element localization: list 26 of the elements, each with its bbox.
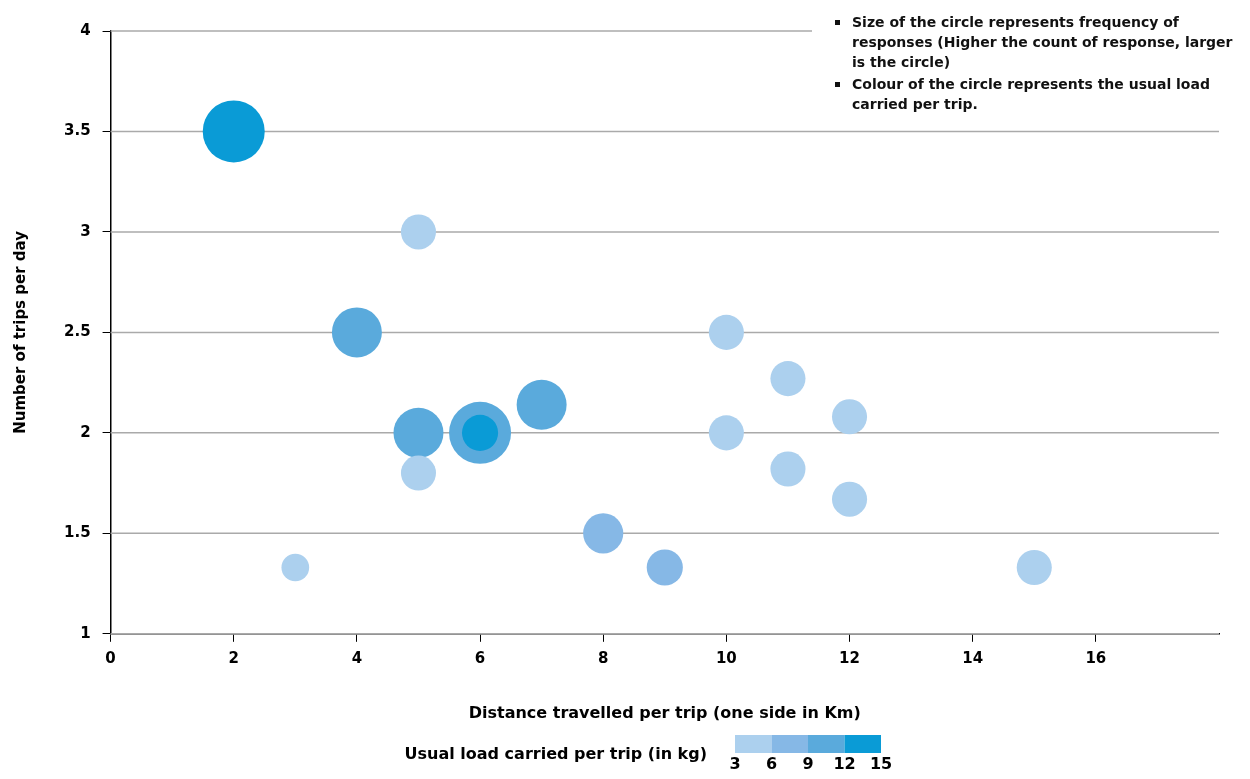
annotation: Colour of the circle represents the usual load carried per trip. xyxy=(852,75,1211,114)
annotation: Size of the circle represents frequency of responses (Higher the count of response, larger is the circle) xyxy=(852,13,1234,72)
x-tick-label: 4 xyxy=(351,648,363,667)
color-bar-label: 12 xyxy=(833,754,856,774)
x-tick-label: 16 xyxy=(1085,648,1107,667)
y-tick-label: 1.5 xyxy=(63,523,91,542)
x-tick-label: 8 xyxy=(597,648,609,667)
y-tick-label: 3.5 xyxy=(63,121,91,140)
x-tick-label: 12 xyxy=(839,648,860,667)
x-tick-label: 14 xyxy=(962,648,984,667)
x-tick-label: 10 xyxy=(715,648,737,667)
x-tick-label: 0 xyxy=(105,648,116,667)
y-tick-label: 1 xyxy=(80,623,91,642)
y-tick-label: 2.5 xyxy=(63,322,91,341)
y-tick-label: 2 xyxy=(80,422,91,441)
color-bar-title: Usual load carried per trip (in kg) xyxy=(404,744,707,764)
color-bar-label: 3 xyxy=(729,754,741,774)
y-axis-title: Number of trips per day xyxy=(10,230,29,434)
y-tick-label: 4 xyxy=(80,20,91,39)
color-bar-label: 6 xyxy=(765,754,778,774)
x-tick-label: 2 xyxy=(228,648,239,667)
x-axis-title: Distance travelled per trip (one side in Km) xyxy=(468,702,861,722)
x-tick-label: 6 xyxy=(474,648,486,667)
color-bar-label: 15 xyxy=(869,754,893,774)
y-tick-label: 3 xyxy=(80,221,91,240)
color-bar-label: 9 xyxy=(802,754,814,774)
